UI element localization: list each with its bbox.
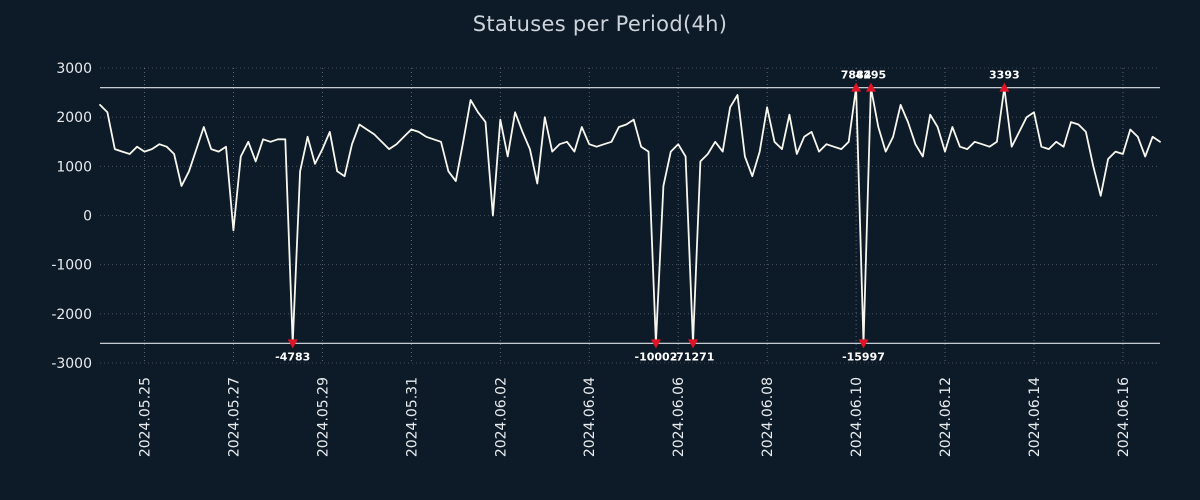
clip-marker — [858, 339, 869, 349]
y-tick-label: 2000 — [56, 110, 92, 126]
annotation-label: -4783 — [275, 350, 310, 363]
chart-title: Statuses per Period(4h) — [472, 12, 728, 36]
x-tick-label: 2024.05.25 — [137, 377, 153, 457]
x-tick-label: 2024.05.27 — [226, 377, 242, 457]
y-tick-label: -2000 — [51, 307, 92, 323]
x-tick-label: 2024.06.06 — [671, 377, 687, 457]
annotation-label: -10002 — [635, 350, 678, 363]
clip-marker — [650, 339, 661, 349]
y-tick-label: -3000 — [51, 356, 92, 372]
annotation-label: 3393 — [989, 69, 1020, 82]
clip-marker — [688, 339, 699, 349]
y-tick-label: 1000 — [56, 159, 92, 175]
x-tick-label: 2024.06.10 — [849, 377, 865, 457]
x-tick-label: 2024.05.31 — [404, 377, 420, 457]
annotation-label: -71271 — [672, 350, 715, 363]
annotation-label: -15997 — [842, 350, 885, 363]
x-tick-label: 2024.06.04 — [582, 377, 598, 457]
y-tick-label: -1000 — [51, 258, 92, 274]
x-tick-label: 2024.05.29 — [315, 377, 331, 457]
clip-marker — [999, 82, 1010, 92]
clip-marker — [851, 82, 862, 92]
x-tick-label: 2024.06.08 — [760, 377, 776, 457]
y-tick-label: 0 — [83, 209, 92, 225]
annotation-label: 4295 — [856, 69, 887, 82]
series-line — [99, 86, 1161, 345]
clip-marker — [287, 339, 298, 349]
x-tick-label: 2024.06.16 — [1116, 377, 1132, 457]
x-tick-label: 2024.06.02 — [493, 377, 509, 457]
y-tick-label: 3000 — [56, 61, 92, 77]
x-tick-label: 2024.06.14 — [1027, 377, 1043, 457]
annotation-label: 7884 — [841, 69, 872, 82]
clip-marker — [865, 82, 876, 92]
x-tick-label: 2024.06.12 — [938, 377, 954, 457]
